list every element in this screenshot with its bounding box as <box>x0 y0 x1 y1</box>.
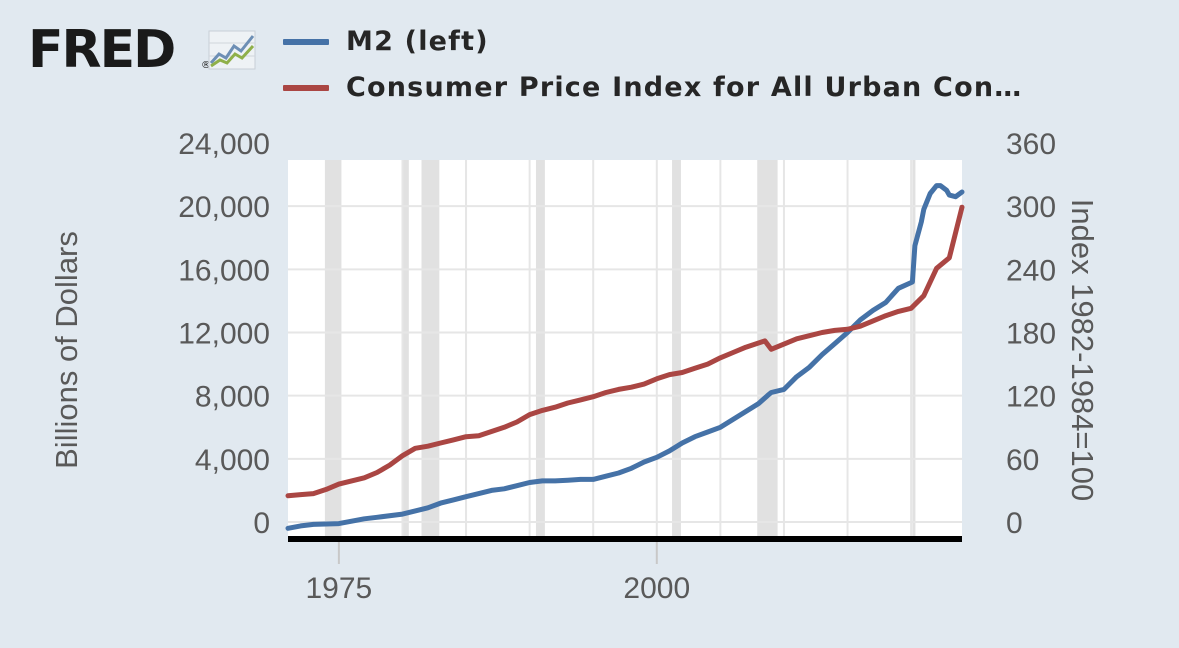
left-tick-label: 16,000 <box>178 254 270 287</box>
right-tick-label: 0 <box>1006 507 1023 540</box>
left-tick-label: 8,000 <box>195 381 270 414</box>
x-axis-baseline <box>288 536 962 542</box>
fred-logo: FRED ® <box>28 22 260 78</box>
left-tick-label: 12,000 <box>178 318 270 351</box>
logo-wordmark: FRED <box>28 20 176 80</box>
left-tick-label: 20,000 <box>178 191 270 224</box>
left-tick-label: 0 <box>253 507 270 540</box>
legend-swatch-m2 <box>283 39 329 45</box>
series-lines <box>285 183 965 531</box>
gridlines <box>288 160 962 538</box>
left-tick-label: 4,000 <box>195 444 270 477</box>
recession-band-6 <box>912 160 916 538</box>
right-tick-label: 300 <box>1006 191 1056 224</box>
legend-swatch-cpi <box>283 85 329 91</box>
series-line-m2[interactable] <box>285 183 965 531</box>
recession-band-3 <box>535 160 545 538</box>
right-tick-label: 240 <box>1006 254 1056 287</box>
recession-band-2 <box>421 160 440 538</box>
recession-band-0 <box>324 160 342 538</box>
logo-registered-mark: ® <box>201 60 211 71</box>
left-axis-ticks: 0 4,000 8,000 12,000 16,000 20,000 24,000 <box>178 128 270 540</box>
recession-band-4 <box>672 160 681 538</box>
left-axis-title: Billions of Dollars <box>49 231 84 469</box>
right-tick-label: 60 <box>1006 444 1039 477</box>
x-tick-label: 1975 <box>305 572 372 605</box>
right-tick-label: 180 <box>1006 318 1056 351</box>
recession-band-1 <box>402 160 409 538</box>
series-line-cpi[interactable] <box>285 204 965 499</box>
plot-area <box>288 160 962 540</box>
left-tick-label: 24,000 <box>178 128 270 161</box>
right-tick-label: 360 <box>1006 128 1056 161</box>
legend-label-m2: M2 (left) <box>346 26 489 57</box>
recession-band-5 <box>757 160 778 538</box>
right-axis-ticks: 0 60 120 180 240 300 360 <box>1006 128 1056 540</box>
x-tick-label: 2000 <box>623 572 690 605</box>
right-axis-title: Index 1982-1984=100 <box>1065 199 1100 502</box>
x-axis-ticks: 1975 2000 <box>305 542 690 605</box>
legend-label-cpi: Consumer Price Index for All Urban Con… <box>346 72 1023 103</box>
right-tick-label: 120 <box>1006 381 1056 414</box>
logo-graph-icon <box>208 30 256 70</box>
